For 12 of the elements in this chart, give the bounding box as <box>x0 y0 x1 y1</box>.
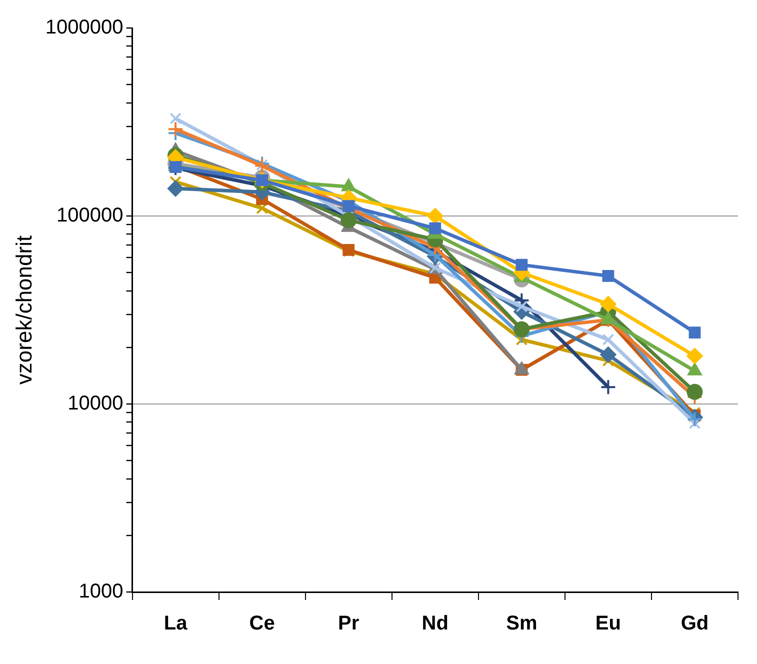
x-tick-label: Gd <box>680 612 709 635</box>
y-tick-label: 1000 <box>78 580 124 603</box>
y-tick-label: 1000000 <box>45 16 124 39</box>
x-tick-label: Sm <box>506 612 538 635</box>
y-axis-title: vzorek/chondrit <box>11 235 36 385</box>
y-tick-label: 100000 <box>56 204 124 227</box>
x-tick-label: Eu <box>595 612 621 635</box>
x-tick-label: Pr <box>338 612 360 635</box>
x-tick-label: La <box>164 612 188 635</box>
x-tick-label: Ce <box>249 612 275 635</box>
x-tick-label: Nd <box>422 612 448 635</box>
y-tick-label: 10000 <box>68 392 124 415</box>
